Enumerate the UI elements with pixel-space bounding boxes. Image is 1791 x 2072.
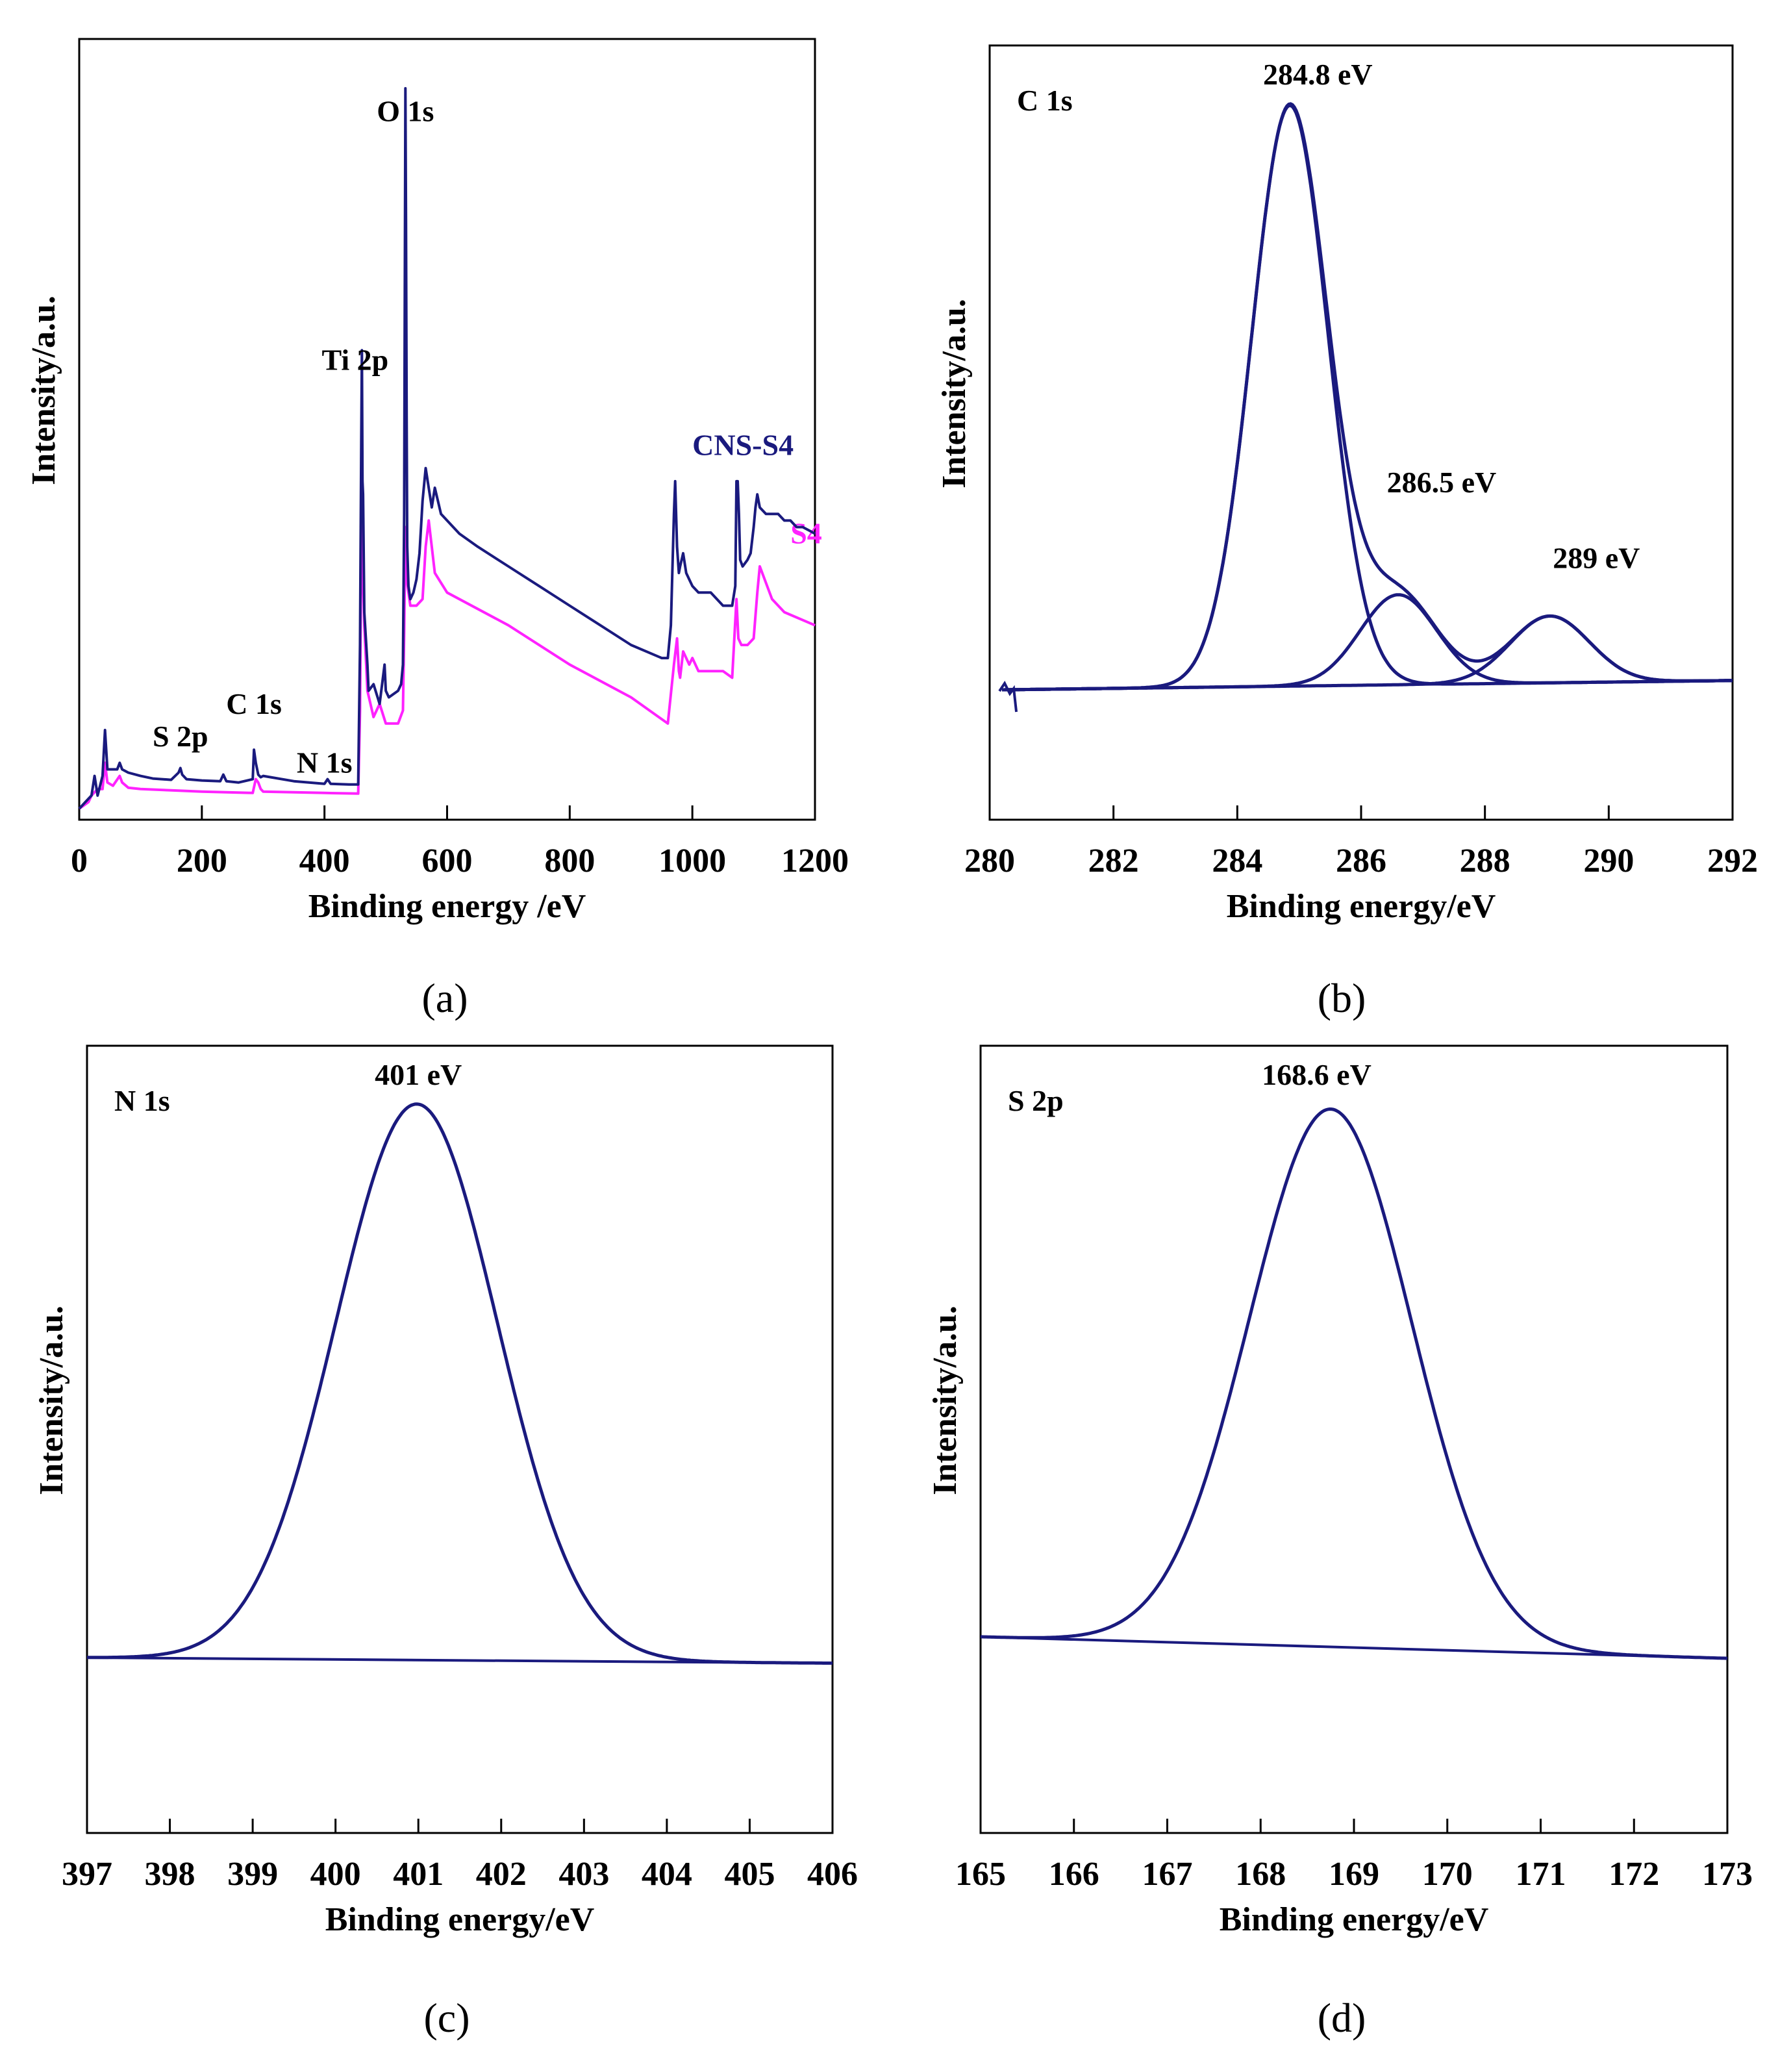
x-tick-label-d: 172 (1609, 1856, 1659, 1893)
x-tick-label-b: 286 (1336, 842, 1386, 879)
x-tick-label-a: 1000 (658, 842, 726, 879)
x-tick-label-c: 406 (807, 1856, 858, 1893)
peak-component-c-1 (87, 1102, 833, 1665)
x-axis-label-b: Binding energy/eV (1227, 888, 1496, 925)
peak-annotation: N 1s (297, 746, 353, 779)
x-tick-label-a: 0 (71, 842, 88, 879)
x-tick-label-d: 170 (1422, 1856, 1473, 1893)
y-axis-label-d: Intensity/a.u. (927, 1306, 964, 1495)
x-tick-label-b: 292 (1707, 842, 1758, 879)
core-level-title-b: C 1s (1017, 84, 1073, 117)
peak-label: 168.6 eV (1262, 1058, 1371, 1091)
plot-frame-d (979, 1044, 1729, 1834)
x-tick-label-a: 400 (299, 842, 350, 879)
x-tick-label-a: 1200 (781, 842, 849, 879)
x-tick-label-c: 397 (62, 1856, 112, 1893)
x-tick-label-a: 600 (422, 842, 473, 879)
plot-frame-b (988, 44, 1734, 821)
x-axis-label-c: Binding energy/eV (325, 1901, 595, 1938)
peak-annotation: C 1s (226, 687, 282, 720)
x-tick-label-d: 173 (1702, 1856, 1753, 1893)
core-level-title-c: N 1s (114, 1084, 170, 1117)
x-axis-label-a: Binding energy /eV (308, 888, 586, 925)
panel-caption-b: (b) (1317, 975, 1366, 1021)
peak-annotation: Ti 2p (322, 344, 389, 377)
x-tick-label-a: 800 (544, 842, 595, 879)
x-tick-label-b: 282 (1088, 842, 1139, 879)
panel-caption-d: (d) (1317, 1995, 1366, 2041)
legend-label-s4: S4 (790, 517, 822, 550)
x-tick-label-d: 169 (1329, 1856, 1379, 1893)
envelope-line-b (1002, 102, 1733, 692)
x-tick-label-b: 290 (1583, 842, 1634, 879)
noise-glitch-b (998, 681, 1018, 713)
x-tick-label-d: 171 (1516, 1856, 1566, 1893)
peak-label: 401 eV (375, 1058, 462, 1091)
core-level-title-d: S 2p (1008, 1084, 1064, 1117)
peak-component-b-3 (1002, 614, 1733, 692)
x-tick-label-b: 284 (1212, 842, 1262, 879)
x-tick-label-c: 399 (227, 1856, 278, 1893)
peak-label: 286.5 eV (1387, 466, 1497, 499)
peak-annotation: O 1s (377, 94, 434, 127)
series-line-cns-s4 (78, 87, 816, 810)
y-axis-label-a: Intensity/a.u. (25, 296, 62, 485)
x-axis-label-d: Binding energy/eV (1220, 1901, 1489, 1938)
x-tick-label-c: 402 (476, 1856, 527, 1893)
baseline-line-d (980, 1636, 1728, 1660)
x-tick-label-c: 401 (393, 1856, 444, 1893)
series-line-s4 (78, 479, 816, 810)
peak-label: 284.8 eV (1263, 58, 1373, 91)
peak-annotation: S 2p (153, 720, 208, 753)
x-tick-label-b: 288 (1460, 842, 1510, 879)
x-tick-label-c: 403 (558, 1856, 609, 1893)
x-tick-label-d: 165 (955, 1856, 1006, 1893)
x-tick-label-c: 405 (724, 1856, 775, 1893)
x-tick-label-a: 200 (177, 842, 227, 879)
panel-caption-c: (c) (423, 1995, 470, 2041)
legend-label-cns-s4: CNS-S4 (692, 429, 794, 462)
panel-caption-a: (a) (421, 975, 468, 1021)
x-tick-label-c: 398 (145, 1856, 195, 1893)
peak-component-d-1 (980, 1107, 1728, 1660)
peak-component-b-1 (1002, 103, 1733, 692)
x-tick-label-d: 166 (1049, 1856, 1099, 1893)
x-tick-label-d: 167 (1142, 1856, 1193, 1893)
peak-label: 289 eV (1553, 541, 1640, 574)
x-tick-label-c: 400 (310, 1856, 361, 1893)
x-tick-label-d: 168 (1235, 1856, 1286, 1893)
x-tick-label-c: 404 (642, 1856, 692, 1893)
y-axis-label-b: Intensity/a.u. (936, 299, 973, 488)
x-tick-label-b: 280 (964, 842, 1015, 879)
y-axis-label-c: Intensity/a.u. (33, 1306, 70, 1495)
plot-frame-c (86, 1044, 834, 1834)
